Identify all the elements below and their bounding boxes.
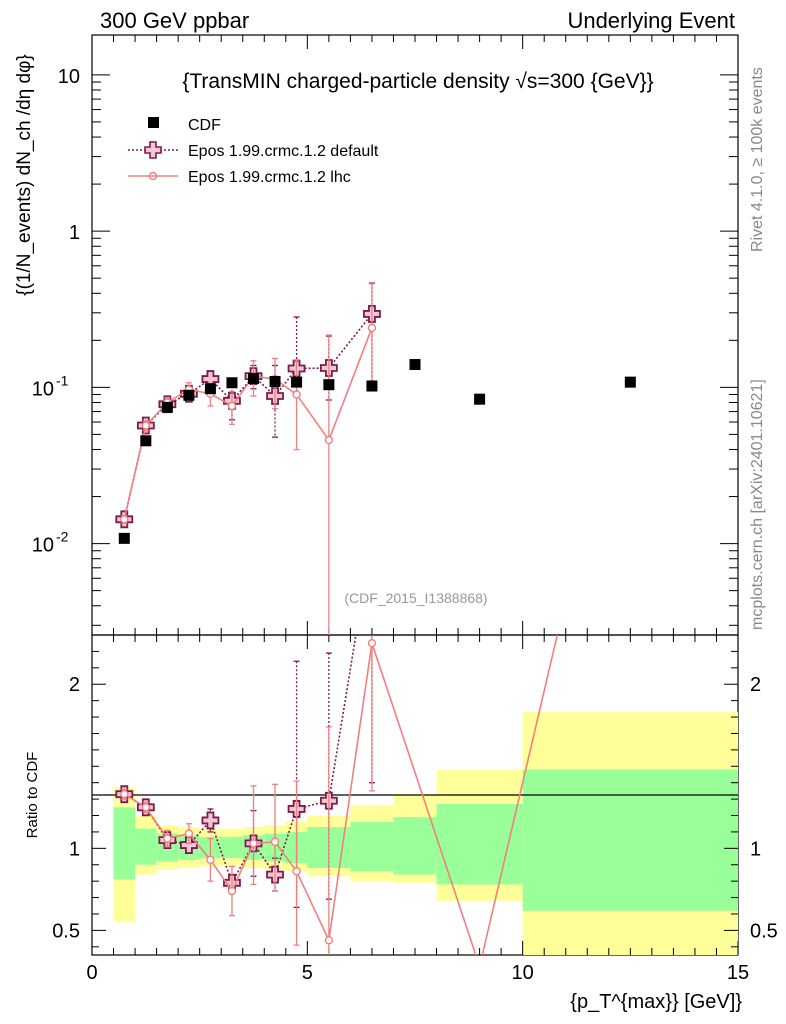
analysis-watermark: (CDF_2015_I1388868)	[344, 590, 487, 606]
epos-lhc-line-segment	[295, 394, 330, 441]
band-inner	[522, 769, 738, 911]
rivet-label: Rivet 4.1.0, ≥ 100k events	[749, 67, 766, 252]
epos-lhc-marker	[141, 421, 151, 430]
y-tick-label: 1	[69, 222, 80, 244]
band-inner	[436, 804, 523, 885]
band-inner	[113, 807, 136, 880]
y-tick-label: 10	[58, 66, 80, 88]
epos-lhc-marker	[367, 323, 377, 333]
main-series	[115, 282, 636, 635]
band-inner	[221, 836, 243, 859]
main-y-label: {(1/N_events) dN_ch /dη dφ}	[14, 54, 35, 296]
band-inner	[393, 817, 437, 875]
ratio-epos-lhc-line-segment	[209, 859, 233, 892]
cdf-data-point	[624, 376, 636, 388]
ratio-epos-lhc-marker	[249, 839, 258, 848]
x-tick-label: 10	[512, 962, 534, 984]
y-tick-label-right: 1	[750, 838, 761, 860]
ratio-epos-lhc-marker	[163, 834, 172, 843]
ratio-epos-default-marker	[201, 811, 220, 830]
y-tick-label-exp: -1	[56, 372, 69, 388]
legend-marker-lhc	[148, 171, 158, 181]
x-axis-label: {p_T^{max}} [GeV]}	[570, 991, 742, 1013]
epos-default-line-segment	[328, 313, 373, 369]
legend-marker-default	[144, 141, 162, 159]
ratio-epos-lhc-line-segment	[328, 643, 373, 941]
mcplots-label: mcplots.cern.ch [arXiv:2401.10621]	[749, 379, 766, 630]
ratio-epos-lhc-line-segment	[188, 833, 212, 861]
y-tick-label: 1	[69, 838, 80, 860]
ratio-epos-lhc-marker	[184, 829, 194, 838]
ratio-series	[115, 634, 559, 956]
y-tick-label: 10	[32, 535, 54, 557]
ratio-epos-lhc-line-segment	[123, 793, 147, 808]
ratio-epos-lhc-marker	[120, 789, 129, 799]
cdf-data-point	[409, 359, 421, 371]
epos-lhc-marker	[324, 435, 334, 445]
cdf-data-point	[323, 379, 335, 391]
ratio-epos-lhc-line-segment	[274, 841, 298, 872]
ratio-uncertainty-bands	[113, 712, 738, 955]
y-tick-label-exp: -2	[56, 529, 69, 545]
legend-label-default: Epos 1.99.crmc.1.2 default	[188, 143, 379, 160]
cdf-data-point	[291, 376, 303, 388]
legend-marker-cdf	[148, 117, 159, 128]
legend-label-cdf: CDF	[188, 117, 221, 134]
cdf-data-point	[474, 393, 486, 405]
y-tick-label-right: 2	[750, 674, 761, 696]
ratio-epos-lhc-marker	[367, 639, 377, 648]
cdf-data-point	[269, 376, 281, 388]
ratio-epos-lhc-marker	[206, 855, 215, 865]
cdf-data-point	[366, 380, 378, 392]
ratio-epos-lhc-marker	[324, 936, 334, 945]
epos-lhc-line-segment	[328, 327, 373, 441]
cdf-data-point	[204, 383, 216, 395]
y-tick-label: 2	[69, 674, 80, 696]
cdf-data-point	[161, 401, 173, 413]
cdf-data-point	[118, 532, 130, 544]
ratio-epos-default-line-segment	[274, 808, 298, 875]
ratio-epos-default-line-segment	[328, 634, 357, 801]
ratio-epos-lhc-line-segment	[481, 634, 559, 956]
ratio-epos-lhc-marker	[270, 837, 280, 846]
main-title: {TransMIN charged-particle density √s=30…	[182, 70, 653, 93]
legend: CDF Epos 1.99.crmc.1.2 default Epos 1.99…	[128, 117, 379, 186]
ratio-epos-lhc-marker	[141, 803, 151, 812]
x-tick-label: 5	[302, 962, 313, 984]
ratio-epos-lhc-line-segment	[295, 870, 330, 941]
ratio-epos-lhc-line-segment	[231, 843, 255, 892]
cdf-data-point	[183, 389, 195, 401]
ratio-y-label: Ratio to CDF	[24, 752, 41, 839]
x-tick-label: 15	[727, 962, 749, 984]
epos-lhc-marker	[120, 515, 129, 524]
band-inner	[135, 828, 157, 865]
ratio-epos-lhc-marker	[292, 867, 301, 876]
cdf-data-point	[226, 377, 238, 389]
ratio-epos-lhc-line-segment	[371, 642, 477, 956]
ratio-epos-lhc-line-segment	[145, 806, 169, 839]
ratio-epos-default-marker	[180, 836, 198, 854]
epos-lhc-marker	[292, 390, 301, 399]
band-inner	[350, 822, 394, 872]
ratio-epos-lhc-marker	[227, 886, 237, 896]
cdf-data-point	[140, 435, 152, 447]
epos-lhc-marker	[227, 401, 237, 411]
ratio-epos-default-line-segment	[209, 820, 233, 884]
cdf-data-point	[248, 372, 259, 384]
y-tick-label: 10	[32, 378, 54, 400]
header-right: Underlying Event	[567, 8, 735, 33]
header-left: 300 GeV ppbar	[100, 8, 249, 33]
y-tick-label: 0.5	[52, 920, 80, 942]
x-tick-label: 0	[86, 962, 97, 984]
legend-label-lhc: Epos 1.99.crmc.1.2 lhc	[188, 169, 351, 186]
y-tick-label-right: 0.5	[750, 920, 778, 942]
